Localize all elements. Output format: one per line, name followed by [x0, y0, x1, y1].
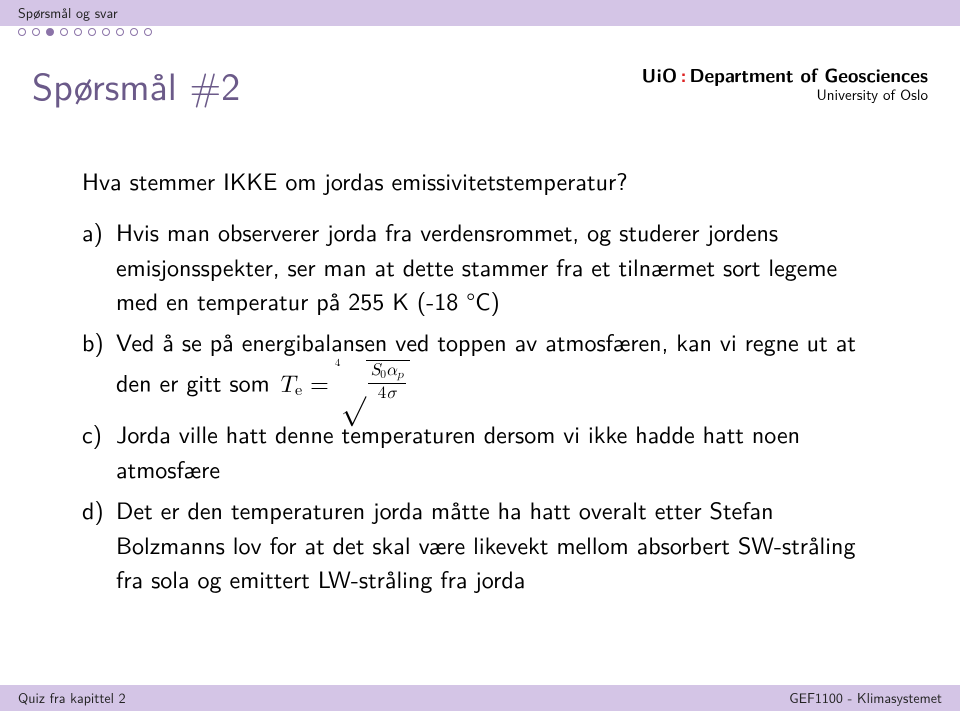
footer-left: Quiz fra kapittel 2 — [18, 688, 126, 708]
institution-logo: UiO:Department of Geosciences University… — [642, 64, 928, 103]
footer-right: GEF1100 - Klimasystemet — [789, 688, 942, 708]
option-marker: c) — [82, 417, 116, 487]
four: 4 — [378, 385, 387, 402]
slide-title: Spørsmål #2 — [32, 56, 240, 112]
progress-dot[interactable] — [116, 28, 124, 36]
denominator: 4σ — [368, 384, 407, 403]
progress-dot[interactable] — [102, 28, 110, 36]
option-a: a) Hvis man observerer jorda fra verdens… — [82, 215, 880, 319]
numerator: S0αp — [368, 362, 407, 384]
option-b-prefix: Ved å se på energibalansen ved toppen av… — [116, 324, 856, 399]
progress-dot[interactable] — [46, 28, 54, 36]
eq-sign: = — [302, 373, 337, 397]
option-marker: d) — [82, 493, 116, 597]
question-text: Hva stemmer IKKE om jordas emissivitetst… — [82, 164, 880, 199]
progress-dot[interactable] — [60, 28, 68, 36]
formula-Te: Te = 4 √ S0αp 4σ — [278, 373, 411, 397]
section-label: Spørsmål og svar — [18, 3, 118, 23]
root-index: 4 — [335, 356, 341, 372]
options-list: a) Hvis man observerer jorda fra verdens… — [82, 215, 880, 597]
option-marker: a) — [82, 215, 116, 319]
lhs-var: T — [278, 373, 295, 397]
progress-dot[interactable] — [32, 28, 40, 36]
progress-dots — [18, 28, 152, 36]
progress-dot[interactable] — [74, 28, 82, 36]
option-d: d) Det er den temperaturen jorda måtte h… — [82, 493, 880, 597]
radicand: S0αp 4σ — [366, 360, 411, 403]
progress-dot[interactable] — [88, 28, 96, 36]
option-text: Hvis man observerer jorda fra verdensrom… — [116, 215, 880, 319]
option-text: Ved å se på energibalansen ved toppen av… — [116, 325, 880, 411]
S-var: S — [371, 362, 380, 379]
p-sub: p — [397, 370, 403, 381]
alpha: α — [386, 362, 397, 379]
option-b: b) Ved å se på energibalansen ved toppen… — [82, 325, 880, 411]
footer-band: Quiz fra kapittel 2 GEF1100 - Klimasyste… — [0, 685, 960, 711]
option-c: c) Jorda ville hatt denne temperaturen d… — [82, 417, 880, 487]
logo-sub-line: University of Oslo — [642, 86, 928, 103]
logo-uio: UiO — [642, 60, 678, 88]
option-text: Det er den temperaturen jorda måtte ha h… — [116, 493, 880, 597]
section-band: Spørsmål og svar — [0, 0, 960, 26]
title-bar: Spørsmål #2 UiO:Department of Geoscience… — [0, 26, 960, 116]
fourth-root: 4 √ S0αp 4σ — [337, 360, 411, 411]
option-text: Jorda ville hatt denne temperaturen ders… — [116, 417, 880, 487]
slide-body: Hva stemmer IKKE om jordas emissivitetst… — [0, 116, 960, 597]
slide: Spørsmål og svar Spørsmål #2 UiO:Departm… — [0, 0, 960, 711]
sigma: σ — [386, 385, 396, 402]
logo-colon: : — [678, 60, 690, 88]
progress-dot[interactable] — [18, 28, 26, 36]
option-marker: b) — [82, 325, 116, 411]
fraction: S0αp 4σ — [368, 362, 407, 403]
progress-dot[interactable] — [130, 28, 138, 36]
radical-sign: √ — [341, 374, 366, 404]
progress-dot[interactable] — [144, 28, 152, 36]
